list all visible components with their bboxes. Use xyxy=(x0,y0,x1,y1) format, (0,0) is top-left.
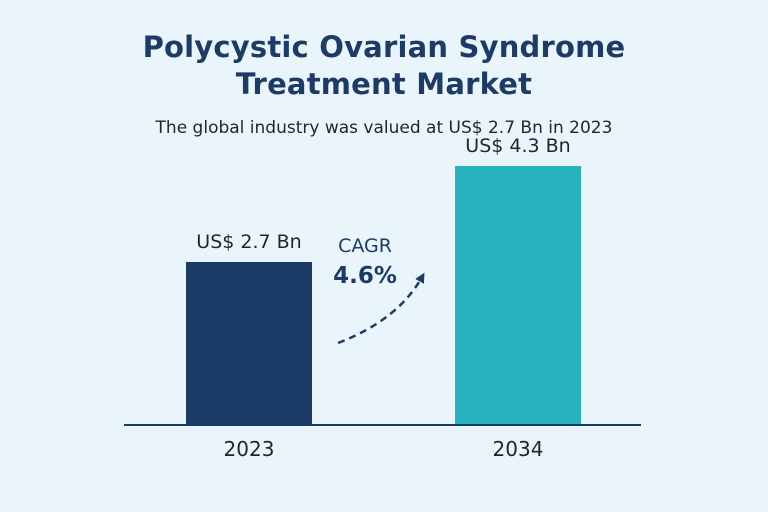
bar-2023 xyxy=(186,262,312,424)
chart-subtitle: The global industry was valued at US$ 2.… xyxy=(155,118,613,138)
cagr-arrow-icon xyxy=(337,272,425,345)
bar-2034 xyxy=(455,166,581,424)
chart-title-line-1: Polycystic Ovarian Syndrome xyxy=(142,30,626,64)
cagr-value: 4.6% xyxy=(333,263,397,289)
chart-title-line-2: Treatment Market xyxy=(235,67,533,101)
value-label-2023: US$ 2.7 Bn xyxy=(196,231,301,253)
bars: US$ 2.7 Bn 2023 US$ 4.3 Bn 2034 xyxy=(186,135,581,461)
x-tick-label-2023: 2023 xyxy=(224,437,275,461)
value-label-2034: US$ 4.3 Bn xyxy=(465,135,570,157)
cagr-label: CAGR xyxy=(338,235,392,257)
x-tick-label-2034: 2034 xyxy=(493,437,544,461)
